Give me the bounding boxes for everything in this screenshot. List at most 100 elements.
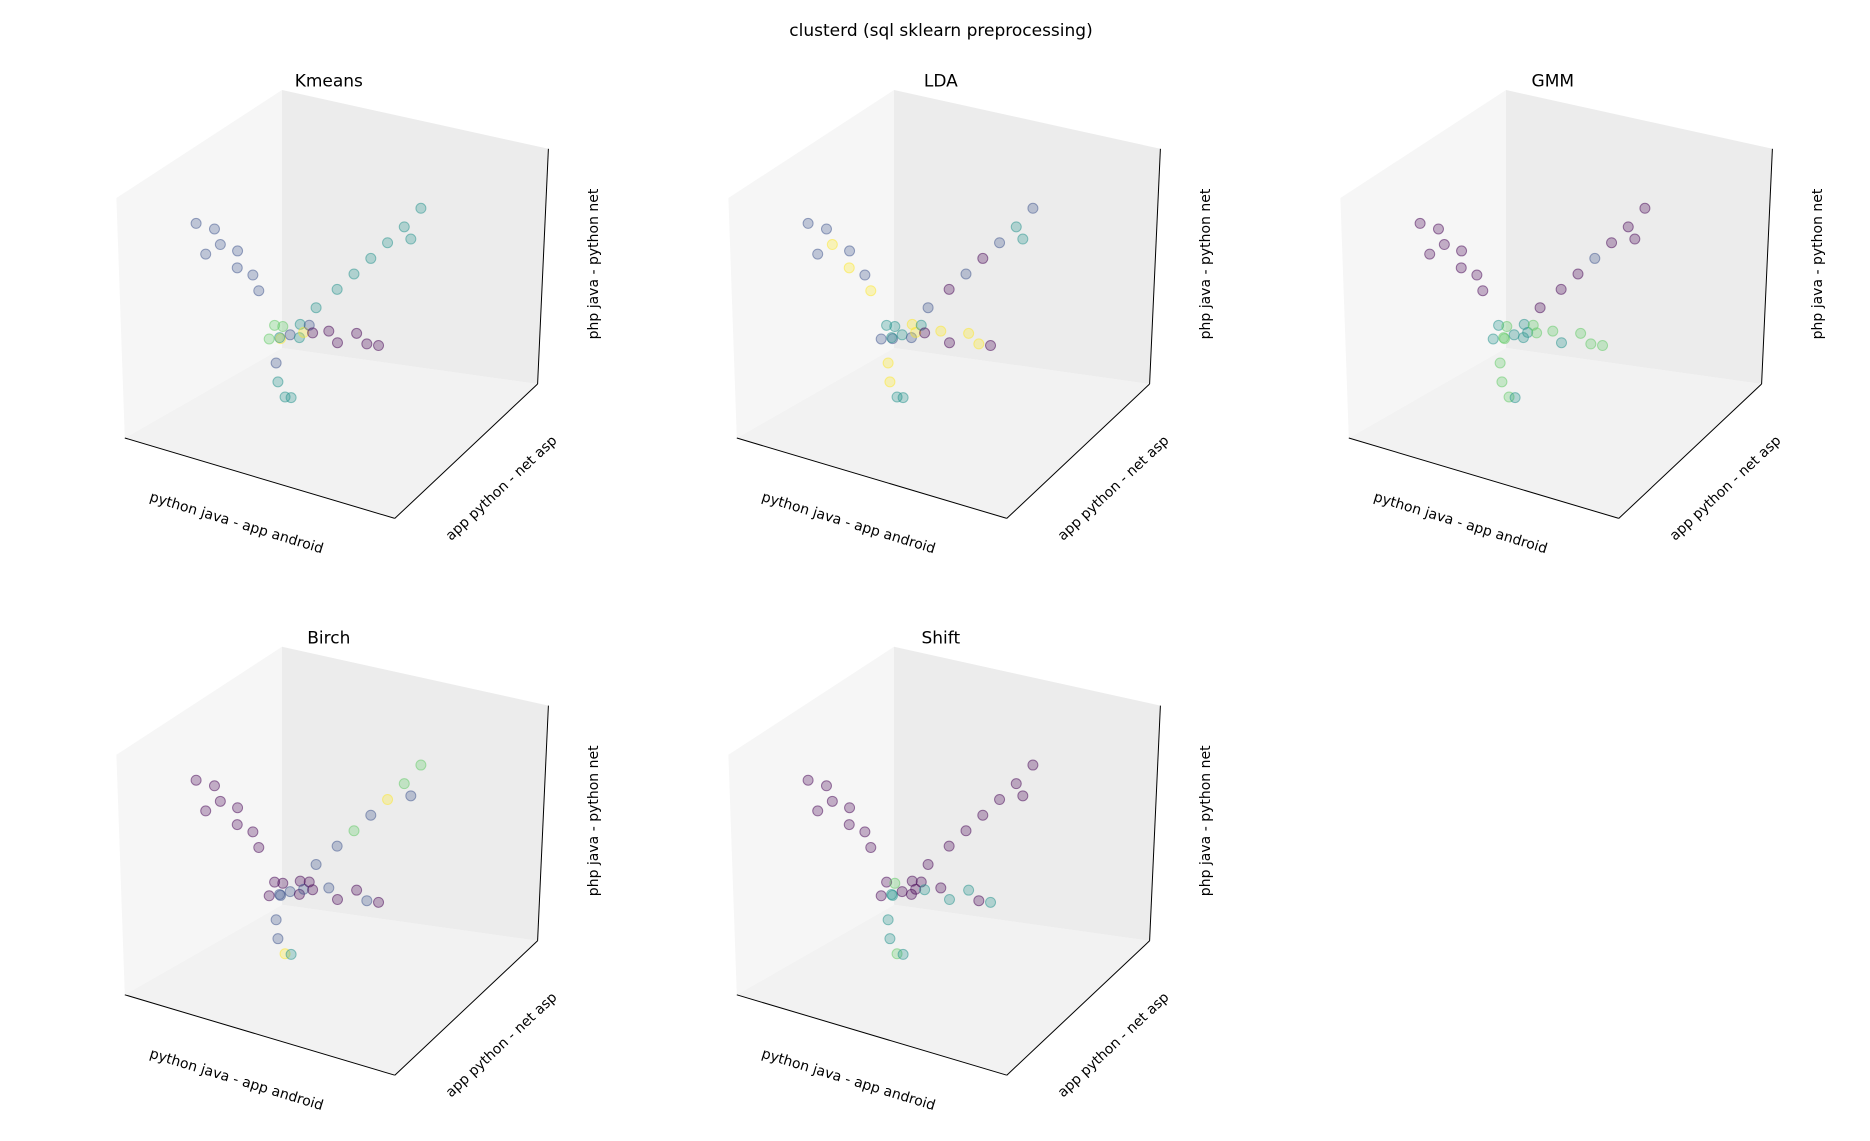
point xyxy=(919,327,931,339)
point xyxy=(985,340,997,352)
point xyxy=(331,283,343,295)
xlabel-axis-label: python java - app android xyxy=(148,1046,325,1114)
z-axis-line xyxy=(537,705,549,941)
point xyxy=(922,858,934,870)
zlabel-axis-label: php java - python net xyxy=(1198,745,1214,896)
left-pane xyxy=(728,646,894,995)
xlabel-axis-label: python java - app android xyxy=(760,1046,937,1114)
subplot-title: LDA xyxy=(924,72,958,92)
point xyxy=(1522,326,1534,338)
point xyxy=(820,780,832,792)
point xyxy=(963,327,975,339)
point xyxy=(1455,262,1467,274)
point xyxy=(1496,376,1508,388)
floor-pane xyxy=(736,904,1150,1076)
point xyxy=(1555,337,1567,349)
point xyxy=(1575,327,1587,339)
point xyxy=(1010,778,1022,790)
point xyxy=(232,245,244,257)
point xyxy=(323,325,335,337)
floor-pane xyxy=(1348,348,1762,519)
point xyxy=(910,883,922,895)
point xyxy=(919,884,931,896)
point xyxy=(382,794,394,806)
point xyxy=(1471,269,1483,281)
point xyxy=(922,302,934,314)
point xyxy=(269,319,281,331)
point xyxy=(875,890,887,902)
point xyxy=(351,884,363,896)
point xyxy=(820,223,832,235)
point xyxy=(1027,759,1039,771)
z-axis-line xyxy=(1149,705,1161,941)
point xyxy=(843,819,855,831)
point xyxy=(307,884,319,896)
point xyxy=(382,237,394,249)
point xyxy=(889,321,901,333)
point xyxy=(1509,392,1521,404)
point xyxy=(232,802,244,814)
point xyxy=(1555,283,1567,295)
point xyxy=(1585,338,1597,350)
point xyxy=(247,826,259,838)
y-axis-line xyxy=(1618,383,1762,519)
point xyxy=(272,933,284,945)
figure-title: clusterd (sql sklearn preprocessing) xyxy=(789,21,1092,41)
point xyxy=(190,217,202,229)
point xyxy=(253,842,265,854)
point xyxy=(323,882,335,894)
point xyxy=(365,252,377,264)
point xyxy=(1501,321,1513,333)
point xyxy=(1027,202,1039,214)
point xyxy=(960,825,972,837)
point xyxy=(882,914,894,926)
point xyxy=(973,338,985,350)
subplot-title: Birch xyxy=(307,628,350,648)
point xyxy=(896,329,908,341)
point xyxy=(812,805,824,817)
zlabel-axis-label: php java - python net xyxy=(586,745,602,896)
point xyxy=(826,795,838,807)
point xyxy=(1597,340,1609,352)
point xyxy=(277,877,289,889)
point xyxy=(263,890,275,902)
point xyxy=(943,894,955,906)
point xyxy=(896,886,908,898)
point xyxy=(373,896,385,908)
point xyxy=(351,327,363,339)
point xyxy=(231,262,243,274)
left-pane xyxy=(1340,90,1506,438)
floor-pane xyxy=(736,348,1150,519)
point xyxy=(943,840,955,852)
xlabel-axis-label: python java - app android xyxy=(148,489,325,557)
point xyxy=(200,805,212,817)
point xyxy=(277,321,289,333)
point xyxy=(373,340,385,352)
point xyxy=(881,319,893,331)
x-axis-line xyxy=(1348,437,1619,519)
point xyxy=(208,223,220,235)
point xyxy=(269,876,281,888)
y-axis-line xyxy=(1006,940,1150,1076)
point xyxy=(274,888,286,900)
z-axis-line xyxy=(537,148,549,385)
subplot-title: GMM xyxy=(1532,72,1575,92)
point xyxy=(865,842,877,854)
point xyxy=(843,262,855,274)
point xyxy=(886,332,898,344)
point xyxy=(263,333,275,345)
point xyxy=(943,283,955,295)
x-axis-line xyxy=(124,437,395,519)
point xyxy=(1589,252,1601,264)
subplot-title: Kmeans xyxy=(295,72,363,92)
point xyxy=(331,337,343,349)
point xyxy=(284,886,296,898)
point xyxy=(1547,325,1559,337)
point xyxy=(1438,239,1450,251)
zlabel-axis-label: php java - python net xyxy=(586,188,602,339)
point xyxy=(960,268,972,280)
subplot-title: Shift xyxy=(921,628,960,648)
